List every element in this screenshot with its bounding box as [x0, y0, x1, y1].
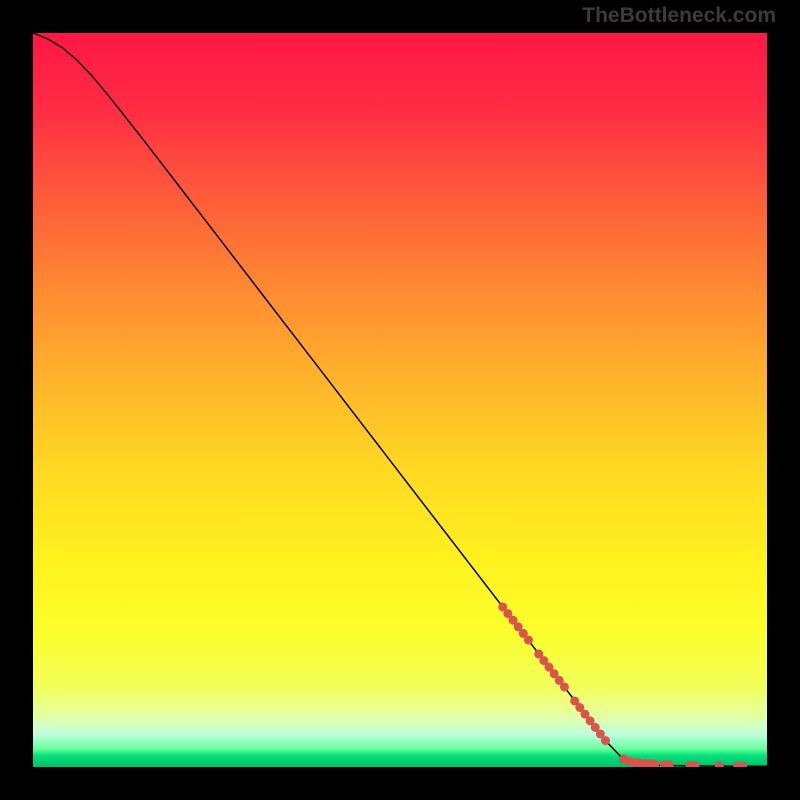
- plot-svg: [33, 33, 767, 767]
- watermark-text: TheBottleneck.com: [582, 4, 776, 28]
- chart-canvas: TheBottleneck.com: [0, 0, 800, 800]
- data-marker: [601, 736, 610, 745]
- data-marker: [524, 636, 533, 645]
- plot-background: [33, 33, 767, 767]
- plot-area: [33, 33, 767, 767]
- data-marker: [560, 682, 569, 691]
